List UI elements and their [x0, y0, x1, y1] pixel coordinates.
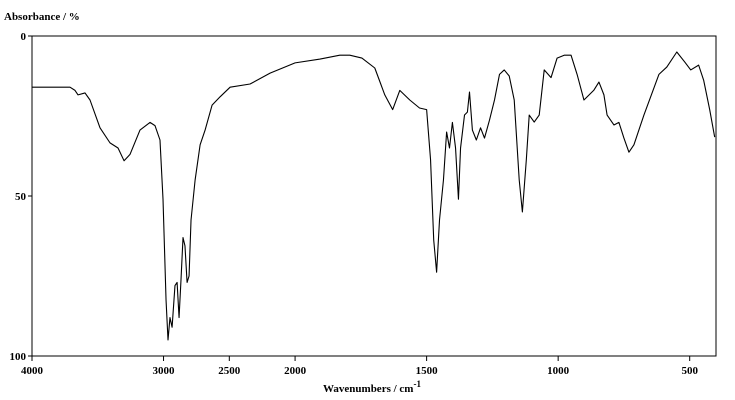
x-axis-label-main: Wavenumbers / cm [323, 383, 413, 395]
y-tick-label: 100 [10, 351, 27, 363]
y-axis-label: Absorbance / % [4, 11, 80, 23]
x-tick-label: 4000 [21, 365, 44, 377]
x-tick-label: 1000 [547, 365, 570, 377]
x-tick-label: 2500 [218, 365, 241, 377]
spectrum-line [32, 51, 716, 341]
x-tick-label: 1500 [416, 365, 439, 377]
x-tick-label: 3000 [153, 365, 176, 377]
x-axis-label-sup: -1 [413, 379, 421, 389]
y-tick-label: 0 [21, 31, 27, 43]
x-tick-label: 2000 [284, 365, 307, 377]
y-tick-label: 50 [15, 191, 27, 203]
x-axis-label: Wavenumbers / cm-1 [323, 379, 421, 395]
x-tick-label: 500 [681, 365, 698, 377]
